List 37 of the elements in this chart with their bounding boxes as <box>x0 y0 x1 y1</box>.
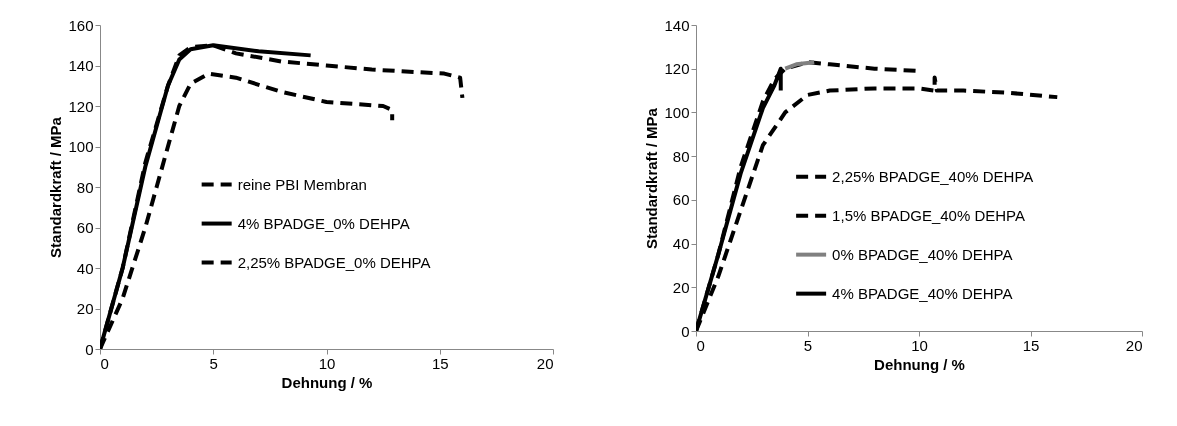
y-axis-title: Standardkraft / MPa <box>47 116 65 258</box>
x-axis-title: Dehnung / % <box>874 355 965 373</box>
legend-label: 2,25% BPADGE_40% DEHPA <box>832 167 1034 185</box>
y-tick-label: 100 <box>68 138 94 155</box>
y-tick-label: 80 <box>672 147 690 165</box>
y-tick-label: 0 <box>681 322 690 340</box>
y-axis-title: Standardkraft / MPa <box>643 107 661 249</box>
legend-label: 0% BPADGE_40% DEHPA <box>832 245 1013 263</box>
x-tick-label: 15 <box>431 354 449 372</box>
y-tick-label: 60 <box>672 191 690 209</box>
x-tick-label: 5 <box>209 354 218 372</box>
x-tick-label: 5 <box>803 336 813 354</box>
y-tick-label: 100 <box>664 103 690 121</box>
y-tick-label: 20 <box>672 278 690 296</box>
legend-label: 1,5% BPADGE_40% DEHPA <box>832 206 1025 224</box>
y-tick-label: 20 <box>76 300 94 317</box>
x-tick-label: 15 <box>1022 336 1040 354</box>
legend-label: 2,25% BPADGE_0% DEHPA <box>237 253 431 271</box>
x-tick-label: 10 <box>911 336 928 354</box>
y-tick-label: 140 <box>664 16 690 34</box>
legend-label: 4% BPADGE_0% DEHPA <box>237 214 410 232</box>
legend-label: reine PBI Membran <box>237 175 367 193</box>
y-tick-label: 160 <box>68 16 94 34</box>
y-tick-label: 120 <box>68 97 94 115</box>
y-tick-label: 140 <box>68 57 94 74</box>
x-tick-label: 0 <box>100 354 109 372</box>
x-tick-label: 0 <box>696 336 705 354</box>
y-tick-label: 120 <box>664 60 690 78</box>
legend-label: 4% BPADGE_40% DEHPA <box>832 284 1013 302</box>
y-tick-label: 40 <box>672 235 690 253</box>
y-tick-label: 80 <box>76 178 94 196</box>
x-axis-title: Dehnung / % <box>281 373 373 391</box>
x-tick-label: 20 <box>536 354 554 372</box>
x-tick-label: 10 <box>318 354 336 372</box>
x-tick-label: 20 <box>1125 336 1143 354</box>
y-tick-label: 40 <box>76 259 94 277</box>
y-tick-label: 60 <box>76 219 94 236</box>
